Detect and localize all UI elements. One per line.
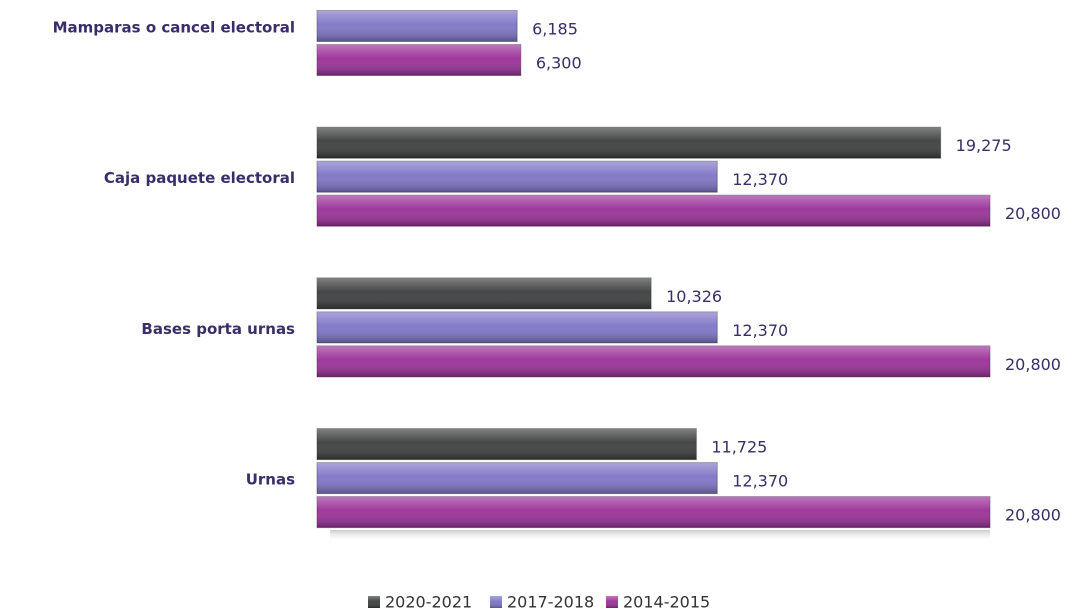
bar-shine: [317, 311, 718, 343]
value-label: 12,370: [732, 170, 788, 189]
value-label: 20,800: [1005, 204, 1061, 223]
category-label: Urnas: [246, 471, 295, 489]
category-label: Caja paquete electoral: [104, 169, 295, 187]
bar-shine: [317, 345, 990, 377]
legend-label: 2014-2015: [623, 593, 710, 611]
value-label: 6,185: [532, 20, 578, 39]
bar-shine: [317, 277, 652, 309]
bar-shine: [317, 44, 521, 76]
legend-swatch-shine: [490, 596, 502, 608]
bar-shine: [317, 428, 697, 460]
legend-swatch-shine: [368, 596, 380, 608]
value-label: 12,370: [732, 321, 788, 340]
value-label: 20,800: [1005, 506, 1061, 525]
value-label: 10,326: [666, 287, 722, 306]
value-label: 11,725: [711, 438, 767, 457]
legend-swatch-shine: [606, 596, 618, 608]
category-label: Bases porta urnas: [141, 320, 295, 338]
floor-shadow: [330, 530, 990, 542]
legend-label: 2020-2021: [385, 593, 472, 611]
bar-shine: [317, 127, 941, 159]
value-label: 6,300: [536, 54, 582, 73]
value-label: 19,275: [956, 136, 1012, 155]
bar-shine: [317, 10, 518, 42]
category-label: Mamparas o cancel electoral: [53, 19, 295, 37]
value-label: 12,370: [732, 472, 788, 491]
legend-label: 2017-2018: [507, 593, 594, 611]
bar-shine: [317, 195, 990, 227]
bar-shine: [317, 161, 718, 193]
bar-shine: [317, 462, 718, 494]
value-label: 20,800: [1005, 355, 1061, 374]
bar-shine: [317, 496, 990, 528]
